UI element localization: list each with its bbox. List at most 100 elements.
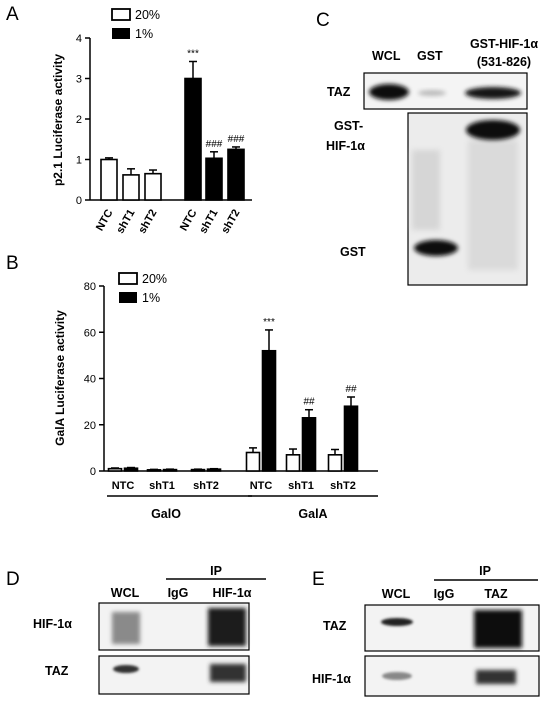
band-label-hif-e: HIF-1α xyxy=(312,672,351,686)
a-category-label: shT1 xyxy=(197,208,220,236)
band-taz-ip-e xyxy=(474,610,522,648)
lane-label-igg-e: IgG xyxy=(434,587,455,601)
b-bar-1pct-4 xyxy=(301,417,317,472)
a-y-tick-label: 1 xyxy=(76,155,82,167)
band-label-taz-d: TAZ xyxy=(45,664,69,678)
panel-c: C WCL GST GST-HIF-1α (531-826) TAZ GST- … xyxy=(316,10,538,286)
band-label-hif-d: HIF-1α xyxy=(33,617,72,631)
b-category-label: shT2 xyxy=(330,480,356,492)
b-y-tick-label: 60 xyxy=(84,327,96,339)
a-y-tick-label: 2 xyxy=(76,114,82,126)
band-taz-wcl-d xyxy=(113,665,139,673)
lane-label-gst-c: GST xyxy=(417,49,443,63)
ip-label-d: IP xyxy=(210,564,222,578)
band-taz-hif-c xyxy=(465,87,521,99)
panel-b: B GalA Luciferase activity 0 20 40 60 80 ***… xyxy=(6,253,378,521)
legend-swatch-1-a xyxy=(112,28,130,39)
band-taz-ip-d xyxy=(210,664,246,682)
legend-label-20-a: 20% xyxy=(135,8,160,22)
a-y-tick-label: 0 xyxy=(76,195,82,207)
b-category-label: NTC xyxy=(112,480,135,492)
b-significance-label: ## xyxy=(345,384,357,395)
ip-label-e: IP xyxy=(479,564,491,578)
a-y-tick-label: 4 xyxy=(76,33,82,45)
a-category-label: shT1 xyxy=(114,208,137,236)
legend-swatch-1-b xyxy=(119,292,137,303)
band-hif-ip-e xyxy=(476,670,516,684)
band-label-taz-e: TAZ xyxy=(323,619,347,633)
b-bar-1pct-0 xyxy=(123,467,139,472)
legend-label-1-a: 1% xyxy=(135,27,153,41)
a-significance-label: *** xyxy=(187,48,199,59)
lane-label-hif-d: HIF-1α xyxy=(213,586,252,600)
lane-smear-hif-c xyxy=(468,140,518,270)
panel-letter-e: E xyxy=(312,569,325,590)
band-taz-wcl-e xyxy=(381,618,413,626)
categories-b: NTC shT1 shT2 NTC shT1 shT2 xyxy=(112,480,356,492)
lane-label-wcl-e: WCL xyxy=(382,587,411,601)
b-bar-1pct-5 xyxy=(343,405,359,472)
b-bar-20pct-4 xyxy=(285,454,301,472)
group-label-gala: GalA xyxy=(298,507,327,521)
a-bar-20pct-0 xyxy=(100,158,118,201)
legend-swatch-20-a xyxy=(111,8,131,21)
lane-label-taz-e: TAZ xyxy=(484,587,508,601)
lane-label-wcl-c: WCL xyxy=(372,49,401,63)
group-label-galo: GalO xyxy=(151,507,181,521)
b-y-tick-label: 0 xyxy=(90,466,96,478)
band-hif-wcl-d xyxy=(112,612,140,644)
a-category-label: shT2 xyxy=(219,208,242,236)
bars-b: *** ## ## xyxy=(107,317,359,472)
panel-d: D IP WCL IgG HIF-1α HIF-1α TAZ xyxy=(6,564,266,695)
band-gst-hif-c xyxy=(466,120,520,140)
a-y-tick-label: 3 xyxy=(76,74,82,86)
b-bar-20pct-0 xyxy=(107,467,123,472)
b-significance-label: *** xyxy=(263,317,275,328)
panel-letter-d: D xyxy=(6,569,20,590)
band-label-gst-c: GST xyxy=(340,245,366,259)
band-taz-wcl-c xyxy=(369,84,409,100)
a-bar-1pct-4 xyxy=(205,157,223,201)
legend-label-1-b: 1% xyxy=(142,291,160,305)
panel-letter-b: B xyxy=(6,253,19,274)
lane-label-igg-d: IgG xyxy=(168,586,189,600)
y-axis-b: 0 20 40 60 80 xyxy=(84,281,378,478)
b-category-label: shT2 xyxy=(193,480,219,492)
lane-label-gst-hif-c: GST-HIF-1α xyxy=(470,37,538,51)
band-hif-ip-d xyxy=(208,608,246,646)
bars-a: *** ### ### xyxy=(100,48,245,201)
b-category-label: NTC xyxy=(250,480,273,492)
band-label-taz-c: TAZ xyxy=(327,85,351,99)
a-bar-20pct-1 xyxy=(122,174,140,201)
b-y-tick-label: 40 xyxy=(84,374,96,386)
panel-letter-a: A xyxy=(6,4,19,25)
b-category-label: shT1 xyxy=(149,480,175,492)
lane-label-wcl-d: WCL xyxy=(111,586,140,600)
band-label-hif-c: HIF-1α xyxy=(326,139,365,153)
b-y-tick-label: 20 xyxy=(84,420,96,432)
legend-swatch-20-b xyxy=(118,272,138,285)
lane-smear-gst-c xyxy=(412,150,440,230)
a-significance-label: ### xyxy=(206,139,223,150)
lane-label-range-c: (531-826) xyxy=(477,55,531,69)
panel-letter-c: C xyxy=(316,10,330,31)
a-bar-20pct-2 xyxy=(144,172,162,201)
b-bar-1pct-3 xyxy=(261,349,277,472)
b-y-tick-label: 80 xyxy=(84,281,96,293)
band-taz-gst-c xyxy=(418,90,446,96)
a-significance-label: ### xyxy=(228,134,245,145)
b-category-label: shT1 xyxy=(288,480,314,492)
b-significance-label: ## xyxy=(303,397,315,408)
b-bar-20pct-3 xyxy=(245,451,261,472)
legend-label-20-b: 20% xyxy=(142,272,167,286)
a-category-label: NTC xyxy=(94,207,116,233)
a-category-label: shT2 xyxy=(136,208,159,236)
panel-a: A p2.1 Luciferase activity 0 1 2 3 4 *** ### #… xyxy=(6,4,252,236)
b-bar-20pct-5 xyxy=(327,454,343,472)
y-axis-title-a: p2.1 Luciferase activity xyxy=(51,54,65,186)
a-category-label: NTC xyxy=(178,207,200,233)
a-bar-1pct-3 xyxy=(184,77,202,201)
panel-e: E IP WCL IgG TAZ TAZ HIF-1α xyxy=(312,564,540,697)
